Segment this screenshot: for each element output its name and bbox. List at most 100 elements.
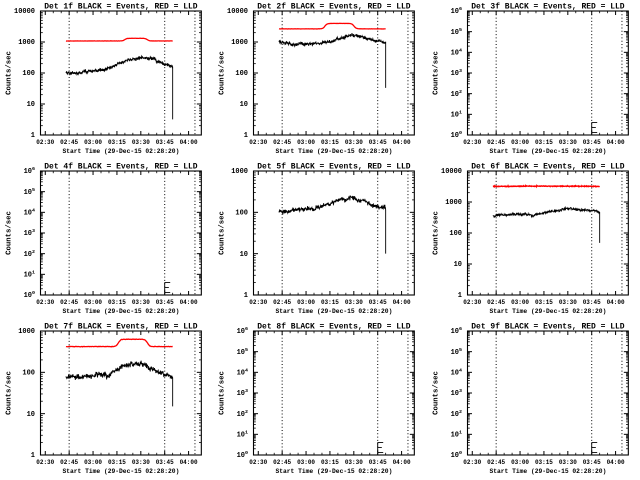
svg-text:03:15: 03:15 bbox=[108, 459, 126, 466]
svg-text:04:00: 04:00 bbox=[180, 459, 198, 466]
svg-text:106: 106 bbox=[24, 166, 35, 176]
svg-text:03:00: 03:00 bbox=[297, 139, 315, 146]
svg-text:1000: 1000 bbox=[232, 168, 249, 176]
svg-text:100: 100 bbox=[22, 370, 35, 378]
svg-text:10: 10 bbox=[27, 101, 35, 109]
svg-text:03:45: 03:45 bbox=[156, 299, 174, 306]
svg-text:100: 100 bbox=[24, 290, 35, 300]
svg-text:03:00: 03:00 bbox=[297, 299, 315, 306]
svg-text:02:45: 02:45 bbox=[487, 139, 505, 146]
svg-text:106: 106 bbox=[450, 6, 461, 16]
svg-text:10: 10 bbox=[27, 411, 35, 419]
svg-text:Counts/sec: Counts/sec bbox=[219, 51, 227, 95]
svg-text:03:15: 03:15 bbox=[321, 459, 339, 466]
svg-text:02:30: 02:30 bbox=[250, 139, 268, 146]
svg-text:Start Time (29-Dec-15 02:28:20: Start Time (29-Dec-15 02:28:20) bbox=[62, 468, 179, 475]
svg-text:Counts/sec: Counts/sec bbox=[432, 211, 440, 255]
svg-text:03:00: 03:00 bbox=[511, 139, 529, 146]
svg-text:1: 1 bbox=[244, 132, 248, 140]
svg-text:02:45: 02:45 bbox=[274, 139, 292, 146]
svg-text:Start Time (29-Dec-15 02:28:20: Start Time (29-Dec-15 02:28:20) bbox=[276, 468, 393, 475]
svg-text:03:30: 03:30 bbox=[345, 299, 363, 306]
svg-text:02:45: 02:45 bbox=[487, 299, 505, 306]
svg-text:03:15: 03:15 bbox=[321, 299, 339, 306]
svg-text:02:30: 02:30 bbox=[36, 139, 54, 146]
svg-text:03:45: 03:45 bbox=[156, 139, 174, 146]
svg-text:03:45: 03:45 bbox=[369, 139, 387, 146]
svg-text:Start Time (29-Dec-15 02:28:20: Start Time (29-Dec-15 02:28:20) bbox=[489, 148, 606, 155]
svg-text:Det 5f BLACK = Events, RED = L: Det 5f BLACK = Events, RED = LLD bbox=[258, 163, 412, 172]
svg-text:Start Time (29-Dec-15 02:28:20: Start Time (29-Dec-15 02:28:20) bbox=[62, 148, 179, 155]
svg-text:03:45: 03:45 bbox=[156, 459, 174, 466]
svg-text:Counts/sec: Counts/sec bbox=[219, 211, 227, 255]
svg-text:100: 100 bbox=[22, 70, 35, 78]
svg-text:02:30: 02:30 bbox=[463, 299, 481, 306]
svg-text:03:15: 03:15 bbox=[535, 139, 553, 146]
svg-text:105: 105 bbox=[450, 347, 461, 357]
svg-text:02:30: 02:30 bbox=[250, 299, 268, 306]
svg-text:1: 1 bbox=[244, 292, 248, 300]
svg-text:104: 104 bbox=[24, 208, 35, 218]
svg-text:03:15: 03:15 bbox=[321, 139, 339, 146]
svg-text:02:30: 02:30 bbox=[463, 139, 481, 146]
svg-text:10: 10 bbox=[240, 251, 248, 259]
svg-text:102: 102 bbox=[237, 409, 248, 419]
svg-text:103: 103 bbox=[450, 68, 461, 78]
svg-text:03:00: 03:00 bbox=[84, 139, 102, 146]
svg-text:03:15: 03:15 bbox=[108, 139, 126, 146]
svg-text:03:00: 03:00 bbox=[511, 299, 529, 306]
svg-text:103: 103 bbox=[450, 388, 461, 398]
svg-text:Det 2f BLACK = Events, RED = L: Det 2f BLACK = Events, RED = LLD bbox=[258, 3, 412, 12]
svg-text:04:00: 04:00 bbox=[606, 139, 624, 146]
svg-text:03:45: 03:45 bbox=[582, 459, 600, 466]
svg-text:103: 103 bbox=[237, 388, 248, 398]
svg-text:1000: 1000 bbox=[232, 39, 249, 47]
svg-text:02:45: 02:45 bbox=[274, 299, 292, 306]
svg-text:02:30: 02:30 bbox=[36, 299, 54, 306]
svg-text:1000: 1000 bbox=[18, 328, 35, 336]
svg-text:03:45: 03:45 bbox=[369, 459, 387, 466]
svg-text:Counts/sec: Counts/sec bbox=[219, 371, 227, 415]
svg-text:03:30: 03:30 bbox=[132, 139, 150, 146]
svg-text:101: 101 bbox=[24, 270, 35, 280]
svg-text:03:00: 03:00 bbox=[511, 459, 529, 466]
svg-text:Counts/sec: Counts/sec bbox=[432, 51, 440, 95]
svg-text:101: 101 bbox=[450, 430, 461, 440]
svg-text:03:15: 03:15 bbox=[535, 459, 553, 466]
svg-text:03:00: 03:00 bbox=[297, 459, 315, 466]
svg-text:103: 103 bbox=[24, 228, 35, 238]
svg-text:04:00: 04:00 bbox=[180, 139, 198, 146]
svg-text:10: 10 bbox=[240, 101, 248, 109]
svg-text:03:45: 03:45 bbox=[369, 299, 387, 306]
svg-text:03:30: 03:30 bbox=[132, 299, 150, 306]
svg-text:03:30: 03:30 bbox=[132, 459, 150, 466]
svg-text:101: 101 bbox=[237, 430, 248, 440]
svg-text:02:30: 02:30 bbox=[463, 459, 481, 466]
svg-text:10000: 10000 bbox=[14, 8, 35, 16]
svg-text:03:30: 03:30 bbox=[558, 299, 576, 306]
svg-text:Counts/sec: Counts/sec bbox=[5, 51, 13, 95]
svg-text:10: 10 bbox=[453, 261, 461, 269]
svg-text:Det 9f BLACK = Events, RED = L: Det 9f BLACK = Events, RED = LLD bbox=[471, 323, 625, 332]
svg-text:Det 4f BLACK = Events, RED = L: Det 4f BLACK = Events, RED = LLD bbox=[44, 163, 198, 172]
svg-text:104: 104 bbox=[450, 48, 461, 58]
svg-text:100: 100 bbox=[237, 450, 248, 460]
svg-text:Det 8f BLACK = Events, RED = L: Det 8f BLACK = Events, RED = LLD bbox=[258, 323, 412, 332]
svg-text:100: 100 bbox=[236, 210, 249, 218]
svg-text:04:00: 04:00 bbox=[606, 299, 624, 306]
svg-text:104: 104 bbox=[237, 368, 248, 378]
svg-text:Det 1f BLACK = Events, RED = L: Det 1f BLACK = Events, RED = LLD bbox=[44, 3, 198, 12]
svg-text:04:00: 04:00 bbox=[393, 459, 411, 466]
svg-text:Start Time (29-Dec-15 02:28:20: Start Time (29-Dec-15 02:28:20) bbox=[489, 308, 606, 315]
svg-text:102: 102 bbox=[450, 89, 461, 99]
svg-text:Start Time (29-Dec-15 02:28:20: Start Time (29-Dec-15 02:28:20) bbox=[62, 308, 179, 315]
svg-text:10000: 10000 bbox=[227, 8, 248, 16]
svg-text:Det 6f BLACK = Events, RED = L: Det 6f BLACK = Events, RED = LLD bbox=[471, 163, 625, 172]
svg-text:100: 100 bbox=[449, 230, 462, 238]
svg-text:03:15: 03:15 bbox=[535, 299, 553, 306]
svg-text:106: 106 bbox=[450, 326, 461, 336]
svg-text:04:00: 04:00 bbox=[606, 459, 624, 466]
svg-text:04:00: 04:00 bbox=[393, 299, 411, 306]
svg-text:Counts/sec: Counts/sec bbox=[5, 371, 13, 415]
svg-text:02:45: 02:45 bbox=[60, 299, 78, 306]
